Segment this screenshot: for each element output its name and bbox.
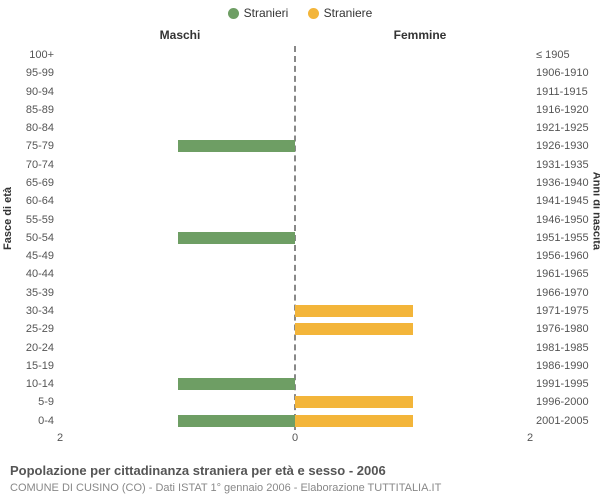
age-label: 80-84 bbox=[26, 119, 60, 137]
bar-female bbox=[295, 396, 413, 408]
bar-female bbox=[295, 415, 413, 427]
age-label: 25-29 bbox=[26, 320, 60, 338]
legend-label-female: Straniere bbox=[324, 6, 373, 20]
birth-year-label: 1946-1950 bbox=[530, 211, 589, 229]
birth-year-label: 2001-2005 bbox=[530, 412, 589, 430]
birth-year-label: 1911-1915 bbox=[530, 83, 588, 101]
age-label: 65-69 bbox=[26, 174, 60, 192]
birth-year-label: 1931-1935 bbox=[530, 156, 589, 174]
age-label: 85-89 bbox=[26, 101, 60, 119]
birth-year-label: 1916-1920 bbox=[530, 101, 589, 119]
x-axis-ticks: 2 0 2 bbox=[60, 432, 530, 448]
table-row: 40-441961-1965 bbox=[60, 265, 530, 283]
age-label: 40-44 bbox=[26, 265, 60, 283]
table-row: 10-141991-1995 bbox=[60, 375, 530, 393]
age-label: 45-49 bbox=[26, 247, 60, 265]
table-row: 70-741931-1935 bbox=[60, 156, 530, 174]
age-label: 0-4 bbox=[38, 412, 60, 430]
bar-female bbox=[295, 305, 413, 317]
table-row: 85-891916-1920 bbox=[60, 101, 530, 119]
birth-year-label: 1986-1990 bbox=[530, 357, 589, 375]
birth-year-label: 1976-1980 bbox=[530, 320, 589, 338]
birth-year-label: 1996-2000 bbox=[530, 393, 589, 411]
age-label: 35-39 bbox=[26, 284, 60, 302]
chart-subtitle: COMUNE DI CUSINO (CO) - Dati ISTAT 1° ge… bbox=[10, 482, 441, 494]
birth-year-label: 1981-1985 bbox=[530, 339, 589, 357]
age-label: 100+ bbox=[29, 46, 60, 64]
bar-male bbox=[178, 415, 296, 427]
y-axis-left-title: Fasce di età bbox=[2, 187, 14, 250]
table-row: 80-841921-1925 bbox=[60, 119, 530, 137]
bar-female bbox=[295, 323, 413, 335]
legend-swatch-female bbox=[308, 8, 319, 19]
table-row: 30-341971-1975 bbox=[60, 302, 530, 320]
table-row: 50-541951-1955 bbox=[60, 229, 530, 247]
birth-year-label: 1961-1965 bbox=[530, 265, 589, 283]
birth-year-label: 1926-1930 bbox=[530, 137, 589, 155]
table-row: 100+≤ 1905 bbox=[60, 46, 530, 64]
table-row: 20-241981-1985 bbox=[60, 339, 530, 357]
x-tick-label: 0 bbox=[292, 432, 298, 444]
table-row: 15-191986-1990 bbox=[60, 357, 530, 375]
bar-male bbox=[178, 140, 296, 152]
table-row: 35-391966-1970 bbox=[60, 284, 530, 302]
plot-area: 100+≤ 190595-991906-191090-941911-191585… bbox=[60, 46, 530, 430]
birth-year-label: 1906-1910 bbox=[530, 64, 589, 82]
age-label: 55-59 bbox=[26, 211, 60, 229]
age-label: 5-9 bbox=[38, 393, 60, 411]
age-label: 75-79 bbox=[26, 137, 60, 155]
x-tick-label: 2 bbox=[57, 432, 63, 444]
age-label: 10-14 bbox=[26, 375, 60, 393]
age-label: 90-94 bbox=[26, 83, 60, 101]
table-row: 65-691936-1940 bbox=[60, 174, 530, 192]
table-row: 5-91996-2000 bbox=[60, 393, 530, 411]
table-row: 95-991906-1910 bbox=[60, 64, 530, 82]
table-row: 90-941911-1915 bbox=[60, 83, 530, 101]
legend: Stranieri Straniere bbox=[0, 6, 600, 22]
age-label: 95-99 bbox=[26, 64, 60, 82]
chart-title: Popolazione per cittadinanza straniera p… bbox=[10, 463, 386, 478]
legend-swatch-male bbox=[228, 8, 239, 19]
table-row: 75-791926-1930 bbox=[60, 137, 530, 155]
birth-year-label: 1966-1970 bbox=[530, 284, 589, 302]
table-row: 45-491956-1960 bbox=[60, 247, 530, 265]
birth-year-label: 1936-1940 bbox=[530, 174, 589, 192]
birth-year-label: 1951-1955 bbox=[530, 229, 589, 247]
bar-male bbox=[178, 232, 296, 244]
y-axis-right-title: Anni di nascita bbox=[590, 172, 600, 250]
bar-male bbox=[178, 378, 296, 390]
age-label: 70-74 bbox=[26, 156, 60, 174]
legend-label-male: Stranieri bbox=[244, 6, 289, 20]
birth-year-label: 1921-1925 bbox=[530, 119, 589, 137]
legend-item-male: Stranieri bbox=[228, 6, 289, 20]
birth-year-label: 1991-1995 bbox=[530, 375, 589, 393]
birth-year-label: 1971-1975 bbox=[530, 302, 589, 320]
legend-item-female: Straniere bbox=[308, 6, 373, 20]
header-male: Maschi bbox=[60, 28, 300, 42]
table-row: 0-42001-2005 bbox=[60, 412, 530, 430]
header-female: Femmine bbox=[300, 28, 540, 42]
table-row: 60-641941-1945 bbox=[60, 192, 530, 210]
age-label: 15-19 bbox=[26, 357, 60, 375]
birth-year-label: 1956-1960 bbox=[530, 247, 589, 265]
birth-year-label: ≤ 1905 bbox=[530, 46, 570, 64]
x-tick-label: 2 bbox=[527, 432, 533, 444]
age-label: 60-64 bbox=[26, 192, 60, 210]
birth-year-label: 1941-1945 bbox=[530, 192, 589, 210]
age-label: 50-54 bbox=[26, 229, 60, 247]
age-label: 30-34 bbox=[26, 302, 60, 320]
age-label: 20-24 bbox=[26, 339, 60, 357]
table-row: 25-291976-1980 bbox=[60, 320, 530, 338]
table-row: 55-591946-1950 bbox=[60, 211, 530, 229]
